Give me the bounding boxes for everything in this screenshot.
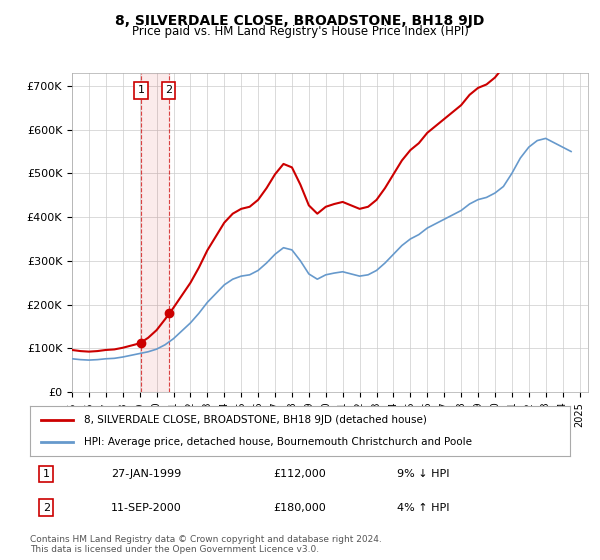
Text: 2: 2 xyxy=(43,502,50,512)
Text: Contains HM Land Registry data © Crown copyright and database right 2024.
This d: Contains HM Land Registry data © Crown c… xyxy=(30,535,382,554)
Text: £180,000: £180,000 xyxy=(273,502,326,512)
Text: HPI: Average price, detached house, Bournemouth Christchurch and Poole: HPI: Average price, detached house, Bour… xyxy=(84,437,472,447)
Text: 9% ↓ HPI: 9% ↓ HPI xyxy=(397,469,450,479)
Text: 27-JAN-1999: 27-JAN-1999 xyxy=(111,469,181,479)
Text: 1: 1 xyxy=(137,85,145,95)
Text: £112,000: £112,000 xyxy=(273,469,326,479)
Bar xyxy=(141,73,169,392)
Text: 11-SEP-2000: 11-SEP-2000 xyxy=(111,502,182,512)
Text: 4% ↑ HPI: 4% ↑ HPI xyxy=(397,502,450,512)
Text: Price paid vs. HM Land Registry's House Price Index (HPI): Price paid vs. HM Land Registry's House … xyxy=(131,25,469,38)
Text: 8, SILVERDALE CLOSE, BROADSTONE, BH18 9JD: 8, SILVERDALE CLOSE, BROADSTONE, BH18 9J… xyxy=(115,14,485,28)
Text: 1: 1 xyxy=(43,469,50,479)
Text: 8, SILVERDALE CLOSE, BROADSTONE, BH18 9JD (detached house): 8, SILVERDALE CLOSE, BROADSTONE, BH18 9J… xyxy=(84,415,427,425)
Text: 2: 2 xyxy=(165,85,172,95)
